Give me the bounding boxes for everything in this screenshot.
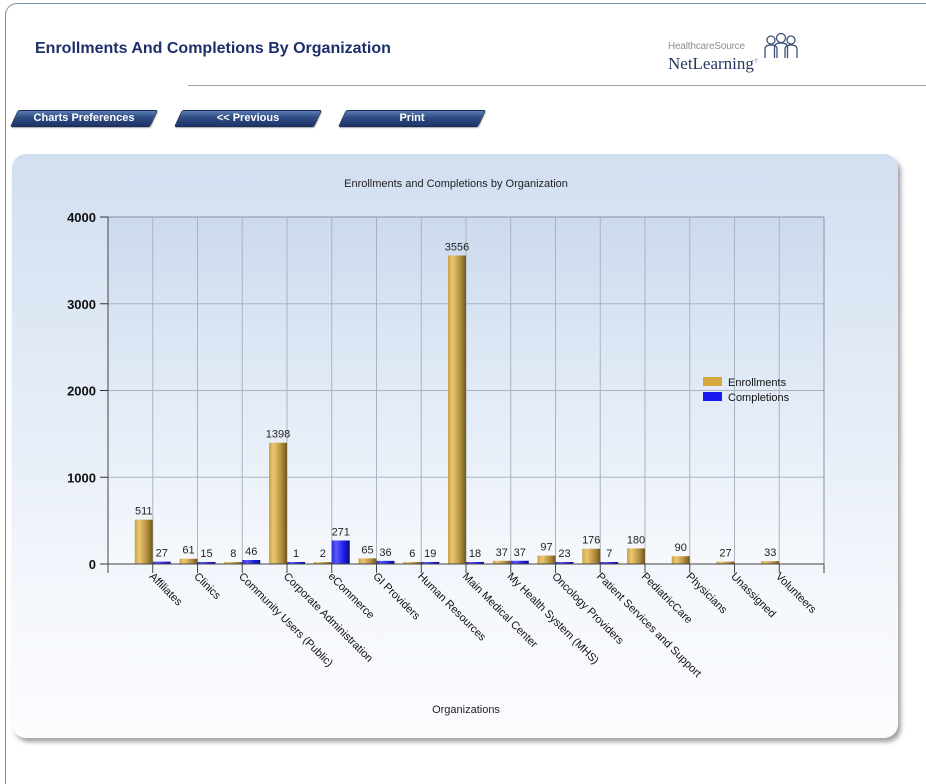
logo-brand-name: NetLearning bbox=[668, 54, 754, 73]
enrollment-data-label: 2 bbox=[320, 548, 326, 560]
registered-mark: ® bbox=[753, 58, 759, 65]
previous-button[interactable]: << Previous bbox=[174, 110, 322, 127]
enrollment-data-label: 511 bbox=[135, 506, 153, 518]
x-tick-label: Community Users (Public) bbox=[236, 571, 335, 670]
header-divider bbox=[188, 85, 926, 86]
enrollment-bar bbox=[627, 548, 645, 564]
completion-bar bbox=[287, 562, 305, 564]
page-title: Enrollments And Completions By Organizat… bbox=[35, 40, 391, 57]
enrollment-data-label: 1398 bbox=[266, 429, 290, 441]
completion-data-label: 15 bbox=[200, 548, 212, 560]
x-tick-label: Physicians bbox=[684, 571, 730, 617]
button-label: << Previous bbox=[216, 112, 280, 124]
enrollment-data-label: 180 bbox=[627, 534, 645, 546]
enrollment-data-label: 3556 bbox=[445, 242, 469, 254]
enrollment-bar bbox=[492, 560, 511, 564]
x-tick-label: My Health System (MHS) bbox=[505, 571, 601, 667]
completion-data-label: 271 bbox=[332, 526, 350, 538]
enrollment-data-label: 37 bbox=[496, 547, 508, 559]
enrollment-data-label: 33 bbox=[764, 547, 776, 559]
completion-bar bbox=[242, 560, 261, 564]
charts-preferences-button[interactable]: Charts Preferences bbox=[10, 110, 158, 127]
completion-bar bbox=[510, 560, 529, 564]
completion-data-label: 18 bbox=[469, 548, 481, 560]
legend-swatch-enrollment bbox=[703, 377, 722, 386]
enrollment-bar bbox=[671, 556, 690, 564]
logo-brand-bottom: NetLearning® bbox=[668, 54, 758, 74]
enrollment-bar bbox=[358, 558, 377, 564]
page-frame bbox=[5, 3, 926, 784]
enrollment-bar bbox=[537, 555, 556, 564]
completion-bar bbox=[152, 561, 171, 564]
people-group-icon bbox=[764, 33, 798, 58]
chart-title: Enrollments and Completions by Organizat… bbox=[344, 178, 568, 190]
enrollment-data-label: 6 bbox=[409, 548, 415, 560]
logo-brand-top: HealthcareSource bbox=[668, 41, 745, 52]
enrollment-data-label: 176 bbox=[582, 535, 600, 547]
completion-data-label: 36 bbox=[379, 547, 391, 559]
x-axis-title: Organizations bbox=[432, 704, 500, 716]
enrollment-data-label: 97 bbox=[540, 542, 552, 554]
completion-bar bbox=[331, 540, 350, 564]
button-label: Charts Preferences bbox=[33, 112, 135, 124]
x-tick-label: Affiliates bbox=[147, 571, 185, 609]
enrollment-bar bbox=[224, 562, 243, 564]
legend-label-completion: Completions bbox=[728, 392, 790, 404]
y-tick-label: 3000 bbox=[67, 297, 96, 312]
completion-data-label: 19 bbox=[424, 548, 436, 560]
legend-label-enrollment: Enrollments bbox=[728, 377, 787, 389]
completion-bar bbox=[466, 562, 484, 564]
completion-bar bbox=[421, 562, 440, 564]
legend-swatch-completion bbox=[703, 392, 722, 401]
y-tick-label: 1000 bbox=[67, 470, 96, 485]
completion-bar bbox=[600, 562, 619, 564]
enrollment-bar bbox=[179, 558, 198, 564]
enrollment-data-label: 27 bbox=[719, 548, 731, 560]
enrollment-bar bbox=[716, 561, 735, 564]
completion-data-label: 27 bbox=[156, 548, 168, 560]
completion-data-label: 1 bbox=[293, 548, 299, 560]
completion-bar bbox=[376, 560, 395, 564]
enrollment-data-label: 90 bbox=[675, 542, 687, 554]
enrollment-data-label: 8 bbox=[230, 548, 236, 560]
button-label: Print bbox=[399, 112, 425, 124]
completion-data-label: 46 bbox=[245, 546, 257, 558]
enrollment-data-label: 61 bbox=[182, 545, 194, 557]
y-tick-label: 4000 bbox=[67, 210, 96, 225]
enrollment-bar bbox=[448, 255, 466, 564]
x-tick-label: Corporate Administration bbox=[281, 571, 375, 665]
completion-bar bbox=[555, 562, 574, 564]
completion-data-label: 7 bbox=[606, 548, 612, 560]
y-tick-label: 2000 bbox=[67, 384, 96, 399]
x-tick-label: Main Medical Center bbox=[460, 571, 540, 651]
enrollment-bar bbox=[403, 562, 422, 564]
enrollment-bar bbox=[269, 442, 287, 564]
completion-data-label: 23 bbox=[558, 548, 570, 560]
enrollment-bar bbox=[134, 519, 153, 564]
y-tick-label: 0 bbox=[89, 557, 96, 572]
enrollment-bar bbox=[582, 548, 601, 564]
enrollment-data-label: 65 bbox=[361, 544, 373, 556]
completion-bar bbox=[197, 562, 216, 564]
print-button[interactable]: Print bbox=[338, 110, 486, 127]
enrollment-bar bbox=[761, 561, 780, 564]
completion-data-label: 37 bbox=[514, 547, 526, 559]
brand-logo: HealthcareSource NetLearning® bbox=[668, 33, 808, 77]
x-tick-label: Unassigned bbox=[728, 571, 778, 621]
bar-chart: Enrollments and Completions by Organizat… bbox=[67, 178, 825, 716]
x-tick-label: Volunteers bbox=[773, 571, 819, 617]
x-tick-label: Clinics bbox=[191, 571, 223, 603]
enrollment-bar bbox=[313, 562, 332, 564]
